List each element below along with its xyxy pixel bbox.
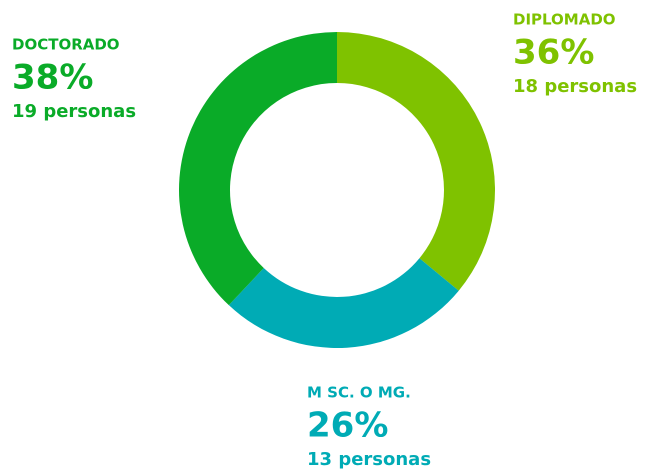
- detail-label: 18 personas: [513, 76, 637, 97]
- category-label: DIPLOMADO: [513, 11, 616, 29]
- donut-segment: [228, 258, 459, 348]
- donut-segment: [337, 32, 495, 291]
- donut-segment: [179, 32, 337, 306]
- detail-label: 19 personas: [12, 101, 136, 122]
- detail-label: 13 personas: [307, 449, 431, 470]
- percent-label: 36%: [513, 33, 594, 73]
- category-label: DOCTORADO: [12, 36, 120, 54]
- percent-label: 38%: [12, 58, 93, 98]
- category-label: M SC. O MG.: [307, 384, 411, 402]
- percent-label: 26%: [307, 406, 388, 446]
